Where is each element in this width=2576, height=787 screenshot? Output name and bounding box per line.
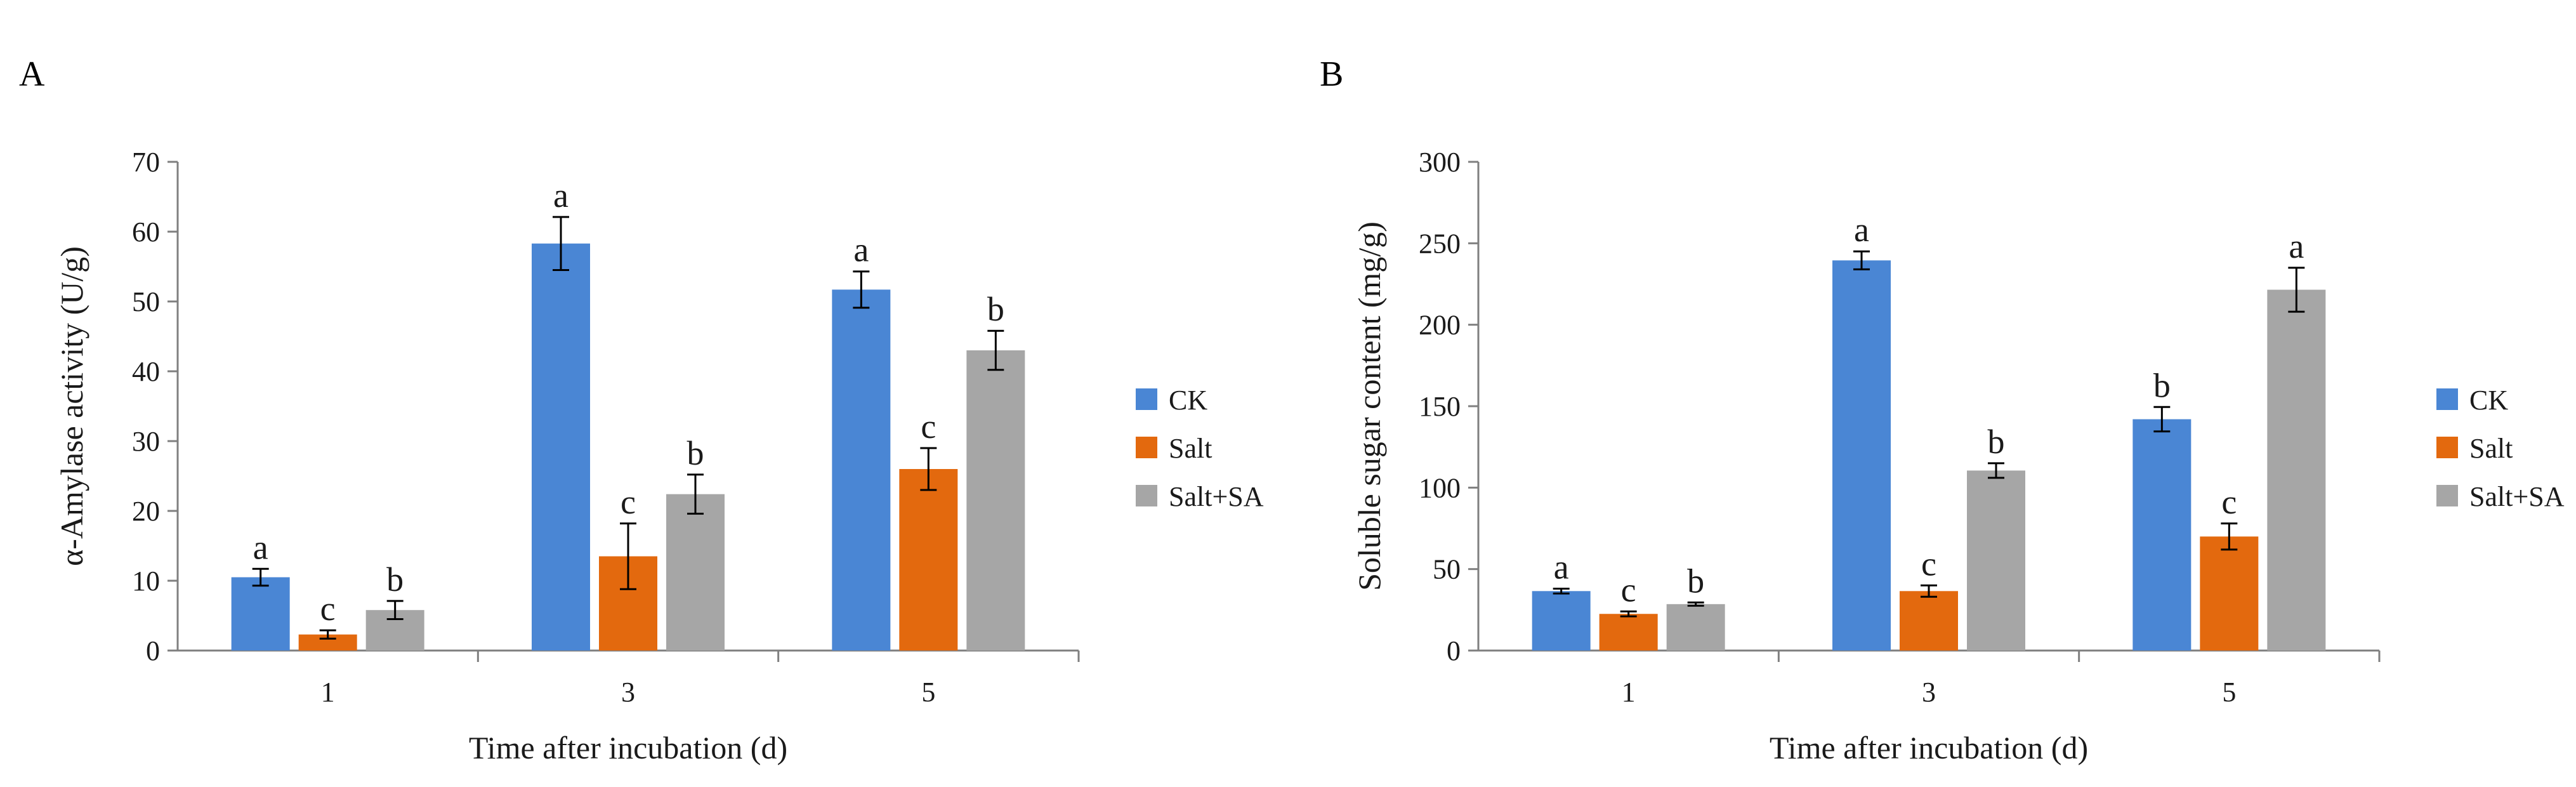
legend-label: CK: [2469, 385, 2508, 416]
bar-salt-sa: [2267, 289, 2326, 651]
y-tick-label: 40: [132, 356, 160, 387]
bar-ck: [1532, 591, 1591, 651]
significance-letter: c: [1921, 545, 1936, 583]
significance-letter: a: [853, 231, 869, 269]
bar-salt: [2200, 536, 2259, 651]
chart-b: 0 50 100 150 200 250 300 1 a c b 3 a c b 5 b c a Time after…: [1351, 147, 2565, 765]
significance-letter: a: [1854, 211, 1869, 249]
bar-salt-sa: [666, 494, 725, 651]
panel-b-letter: B: [1320, 55, 1343, 94]
y-tick-label: 100: [1419, 472, 1461, 503]
y-tick-label: 30: [132, 426, 160, 457]
significance-letter: b: [2153, 366, 2171, 404]
significance-letter: a: [553, 176, 568, 215]
y-tick-label: 250: [1419, 228, 1461, 259]
y-tick-label: 10: [132, 565, 160, 597]
bar-salt: [1599, 614, 1658, 651]
legend-label: Salt+SA: [1169, 481, 1264, 512]
legend-swatch: [1136, 485, 1157, 506]
x-tick-label: 3: [621, 677, 635, 708]
x-axis-title: Time after incubation (d): [1770, 730, 2088, 765]
significance-letter: c: [2221, 483, 2237, 521]
legend-swatch: [1136, 388, 1157, 410]
bar-ck: [532, 243, 590, 651]
y-axis-title: α-Amylase activity (U/g): [54, 246, 89, 566]
y-tick-label: 200: [1419, 310, 1461, 341]
x-tick-label: 5: [2222, 677, 2236, 708]
y-tick-label: 20: [132, 496, 160, 527]
legend-swatch: [1136, 437, 1157, 458]
legend-swatch: [2436, 437, 2458, 458]
bar-ck: [2132, 419, 2192, 651]
bar-ck: [832, 289, 891, 651]
y-tick-label: 50: [132, 286, 160, 317]
legend-swatch: [2436, 485, 2458, 506]
panel-a-letter: A: [19, 55, 45, 94]
significance-letter: c: [1621, 571, 1636, 609]
bar-ck: [231, 577, 290, 651]
bar-ck: [1832, 260, 1891, 651]
significance-letter: c: [621, 483, 636, 521]
significance-letter: c: [320, 590, 336, 628]
y-tick-label: 0: [146, 635, 160, 666]
x-axis-title: Time after incubation (d): [469, 730, 787, 765]
y-tick-label: 50: [1433, 554, 1461, 585]
y-tick-label: 0: [1447, 635, 1461, 666]
y-tick-label: 300: [1419, 147, 1461, 178]
significance-letter: a: [1554, 548, 1569, 586]
legend-label: CK: [1169, 385, 1207, 416]
legend-label: Salt: [2469, 433, 2513, 464]
significance-letter: b: [1988, 423, 2005, 461]
bar-salt-sa: [966, 350, 1025, 651]
bar-salt: [899, 469, 958, 651]
y-tick-label: 70: [132, 147, 160, 178]
significance-letter: c: [921, 407, 936, 446]
significance-letter: a: [253, 528, 268, 566]
legend-swatch: [2436, 388, 2458, 410]
x-tick-label: 5: [921, 677, 935, 708]
x-tick-label: 3: [1922, 677, 1936, 708]
significance-letter: b: [386, 560, 404, 599]
chart-a: 0 10 20 30 40 50 60 70 1 a c b 3 a c b 5 a c b Time after in…: [54, 147, 1264, 765]
bar-salt-sa: [1666, 604, 1725, 651]
bar-salt-sa: [1967, 470, 2025, 651]
y-axis-title: Soluble sugar content (mg/g): [1351, 222, 1387, 591]
bar-salt: [1900, 591, 1958, 651]
legend-label: Salt+SA: [2469, 481, 2565, 512]
significance-letter: b: [1687, 562, 1704, 600]
significance-letter: a: [2289, 227, 2304, 265]
y-tick-label: 150: [1419, 391, 1461, 422]
y-tick-label: 60: [132, 216, 160, 248]
x-tick-label: 1: [321, 677, 335, 708]
significance-letter: b: [687, 434, 704, 472]
significance-letter: b: [987, 290, 1004, 328]
legend-label: Salt: [1169, 433, 1212, 464]
x-tick-label: 1: [1622, 677, 1636, 708]
